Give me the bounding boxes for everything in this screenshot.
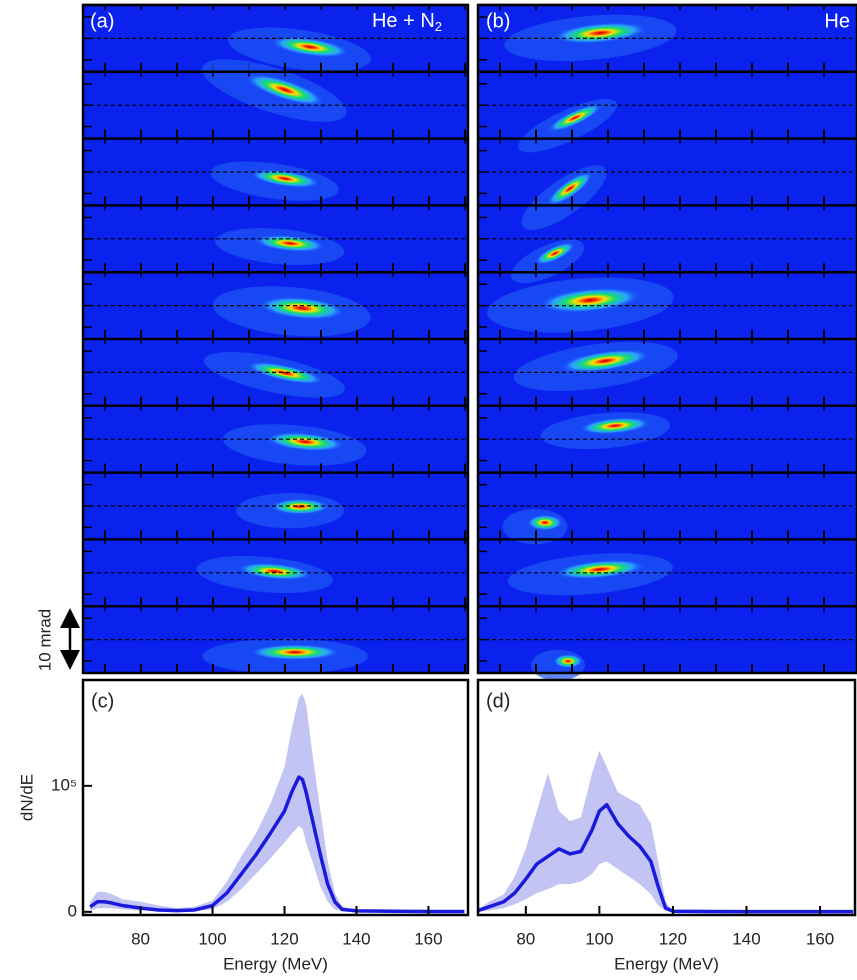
beam-spot xyxy=(265,432,345,452)
y-axis-title: dN/dE xyxy=(17,774,36,821)
beam-spot xyxy=(554,559,646,580)
beam-spot xyxy=(258,296,346,320)
beam-spot xyxy=(547,103,603,132)
x-tick-label: 120 xyxy=(270,929,298,948)
image-strips xyxy=(81,3,857,681)
x-tick-label: 140 xyxy=(732,929,760,948)
panel-label: (d) xyxy=(486,690,510,712)
beam-spot xyxy=(579,417,651,435)
gas-label: He + N2 xyxy=(372,10,442,34)
panel-label: (a) xyxy=(90,10,114,32)
strip-frame xyxy=(476,3,857,675)
x-tick-label: 160 xyxy=(806,929,834,948)
gas-label: He xyxy=(824,10,850,32)
beam-spot xyxy=(553,654,583,669)
beam-spot xyxy=(534,242,576,265)
panel-label: (b) xyxy=(486,10,510,32)
beam-spot xyxy=(546,171,594,206)
plot-frame xyxy=(476,678,857,917)
beam-spot xyxy=(244,73,326,106)
beam-spot xyxy=(559,349,651,373)
error-band xyxy=(478,750,854,912)
scale-annotation: 10 mrad xyxy=(35,609,54,671)
x-axis-title: Energy (MeV) xyxy=(223,954,328,973)
x-axis-title: Energy (MeV) xyxy=(614,954,719,973)
beam-spot xyxy=(538,287,642,313)
mean-line xyxy=(477,802,854,914)
x-tick-label: 120 xyxy=(659,929,687,948)
panel-label: (c) xyxy=(91,690,114,712)
gas: He + N xyxy=(372,10,435,32)
beam-spot xyxy=(237,562,313,581)
x-tick-label: 140 xyxy=(342,929,370,948)
beam-spot xyxy=(245,361,325,385)
x-tick-label: 80 xyxy=(516,929,535,948)
beam-spot xyxy=(249,644,341,661)
gas-sub: 2 xyxy=(435,19,442,34)
x-tick-label: 100 xyxy=(198,929,226,948)
plot-frame xyxy=(81,678,470,917)
y-tick-label: 10⁵ xyxy=(51,775,77,794)
y-tick-label: 0 xyxy=(68,901,77,920)
strip-frame xyxy=(81,3,470,675)
mean-line xyxy=(89,775,465,914)
x-tick-label: 100 xyxy=(585,929,613,948)
beam-spot xyxy=(270,36,350,58)
x-tick-label: 80 xyxy=(131,929,150,948)
error-band xyxy=(90,693,465,912)
x-tick-label: 160 xyxy=(414,929,442,948)
beam-spot xyxy=(527,514,563,531)
beam-spot xyxy=(249,169,321,188)
